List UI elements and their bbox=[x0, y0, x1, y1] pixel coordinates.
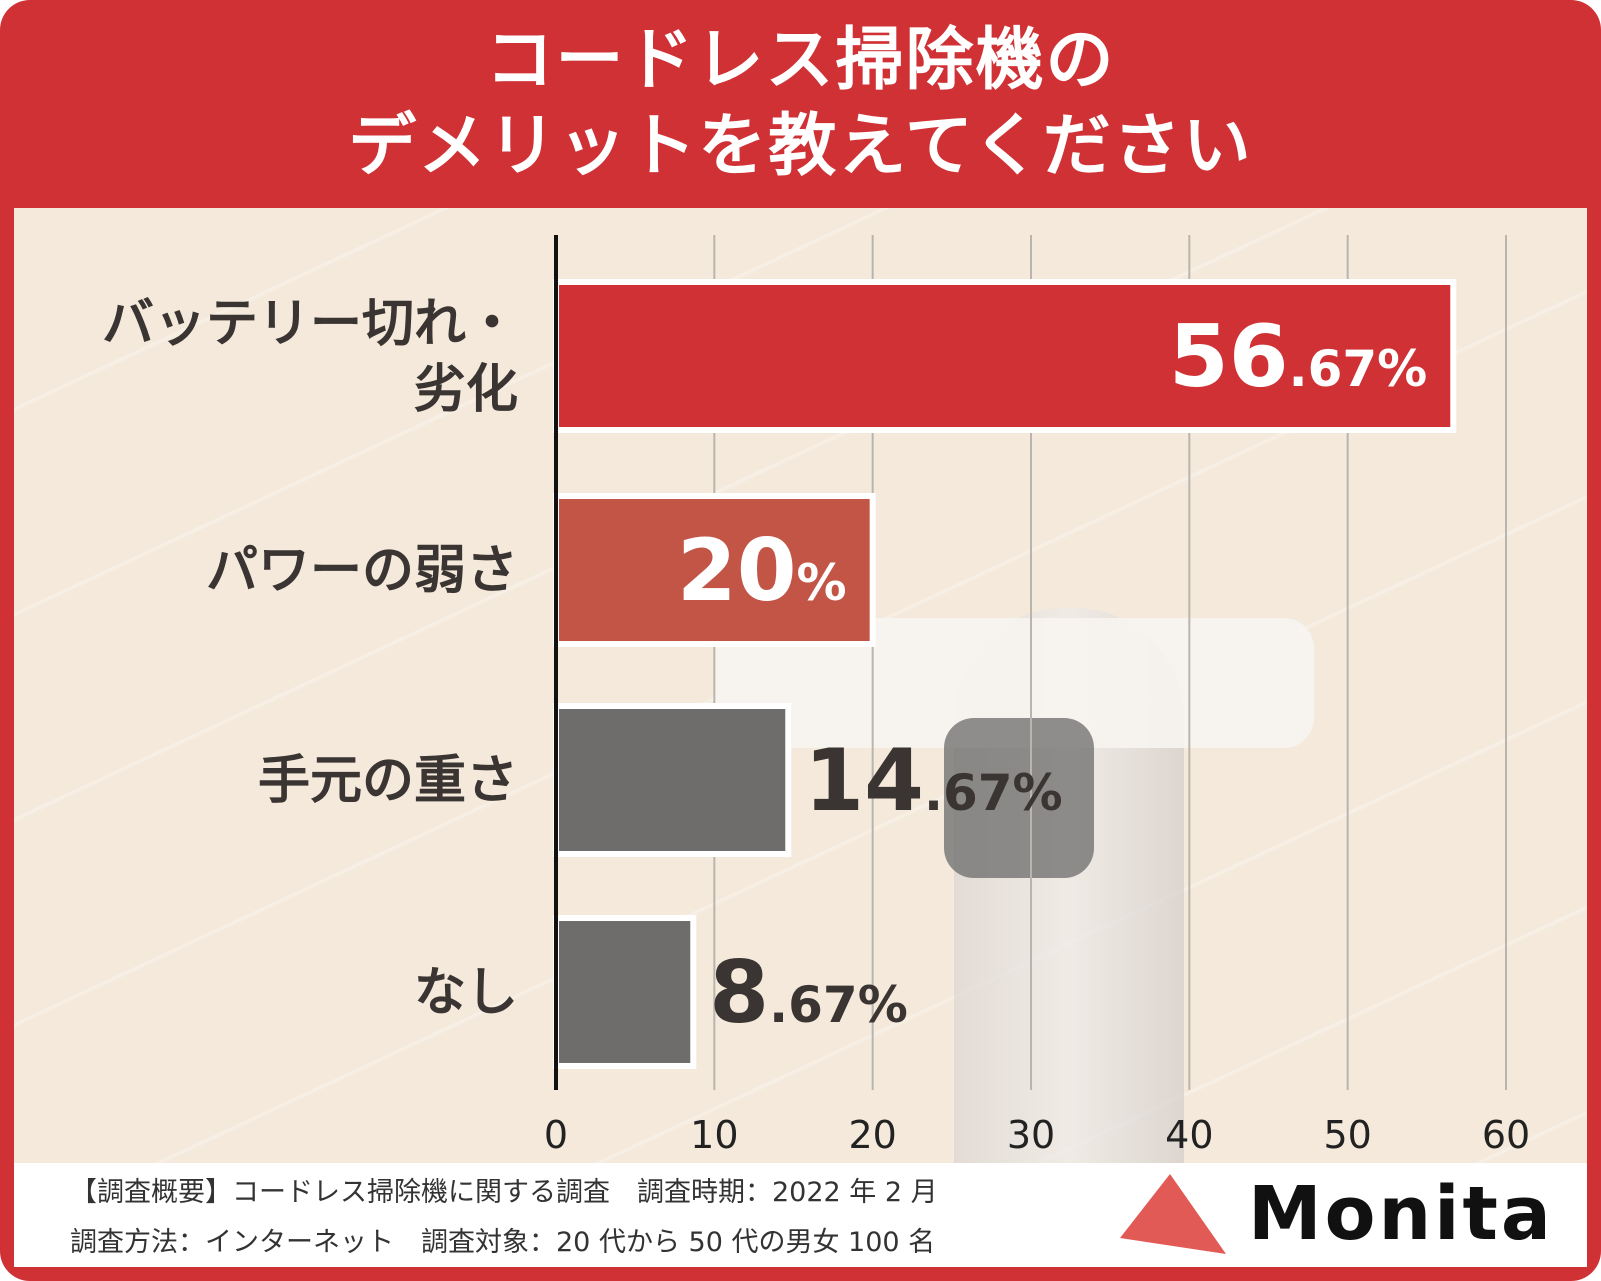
chart-title: コードレス掃除機の デメリットを教えてください bbox=[0, 0, 1601, 208]
x-tick-label-50: 50 bbox=[1323, 1113, 1371, 1157]
value-label-1: 20% bbox=[677, 521, 847, 621]
title-line-1: コードレス掃除機の bbox=[485, 21, 1116, 100]
value-label-3: 8.67% bbox=[709, 943, 908, 1043]
x-tick-label-30: 30 bbox=[1007, 1113, 1055, 1157]
value-label-dec-3: .67 bbox=[769, 976, 858, 1034]
x-tick-label-20: 20 bbox=[848, 1113, 896, 1157]
bar-1 bbox=[553, 493, 876, 647]
logo-text: Monita bbox=[1248, 1171, 1554, 1257]
value-label-unit-1: % bbox=[797, 554, 847, 612]
x-tick-label-40: 40 bbox=[1165, 1113, 1213, 1157]
bar-2 bbox=[553, 703, 792, 857]
value-label-int-1: 20 bbox=[677, 521, 797, 621]
value-label-int-0: 56 bbox=[1169, 307, 1289, 407]
x-tick-label-0: 0 bbox=[544, 1113, 568, 1157]
value-label-dec-2: .67 bbox=[924, 764, 1013, 822]
category-label-2-0: 手元の重さ bbox=[258, 751, 518, 811]
footer bbox=[14, 1163, 1587, 1267]
value-label-int-3: 8 bbox=[709, 943, 769, 1043]
value-label-unit-2: % bbox=[1013, 764, 1063, 822]
x-tick-label-10: 10 bbox=[690, 1113, 738, 1157]
category-label-3-0: なし bbox=[414, 963, 518, 1023]
category-label-0-1: 劣化 bbox=[414, 360, 518, 420]
value-label-int-2: 14 bbox=[804, 731, 924, 831]
value-label-0: 56.67% bbox=[1169, 307, 1427, 407]
title-line-2: デメリットを教えてください bbox=[348, 107, 1253, 186]
value-label-2: 14.67% bbox=[804, 731, 1062, 831]
value-label-dec-0: .67 bbox=[1289, 340, 1378, 398]
value-label-unit-3: % bbox=[858, 976, 908, 1034]
vacuum-ring-illustration bbox=[944, 718, 1094, 878]
category-label-0-0: バッテリー切れ・ bbox=[102, 294, 518, 354]
value-label-unit-0: % bbox=[1377, 340, 1427, 398]
bar-3 bbox=[553, 915, 697, 1069]
survey-note-1: 【調査概要】コードレス掃除機に関する調査 調査時期：2022 年 2 月 bbox=[70, 1177, 938, 1208]
category-label-1-0: パワーの弱さ bbox=[206, 541, 518, 601]
logo-triangle-icon bbox=[1120, 1174, 1226, 1254]
x-tick-label-60: 60 bbox=[1482, 1113, 1530, 1157]
survey-note-2: 調査方法：インターネット 調査対象：20 代から 50 代の男女 100 名 bbox=[70, 1227, 936, 1258]
bar-0 bbox=[553, 279, 1457, 433]
